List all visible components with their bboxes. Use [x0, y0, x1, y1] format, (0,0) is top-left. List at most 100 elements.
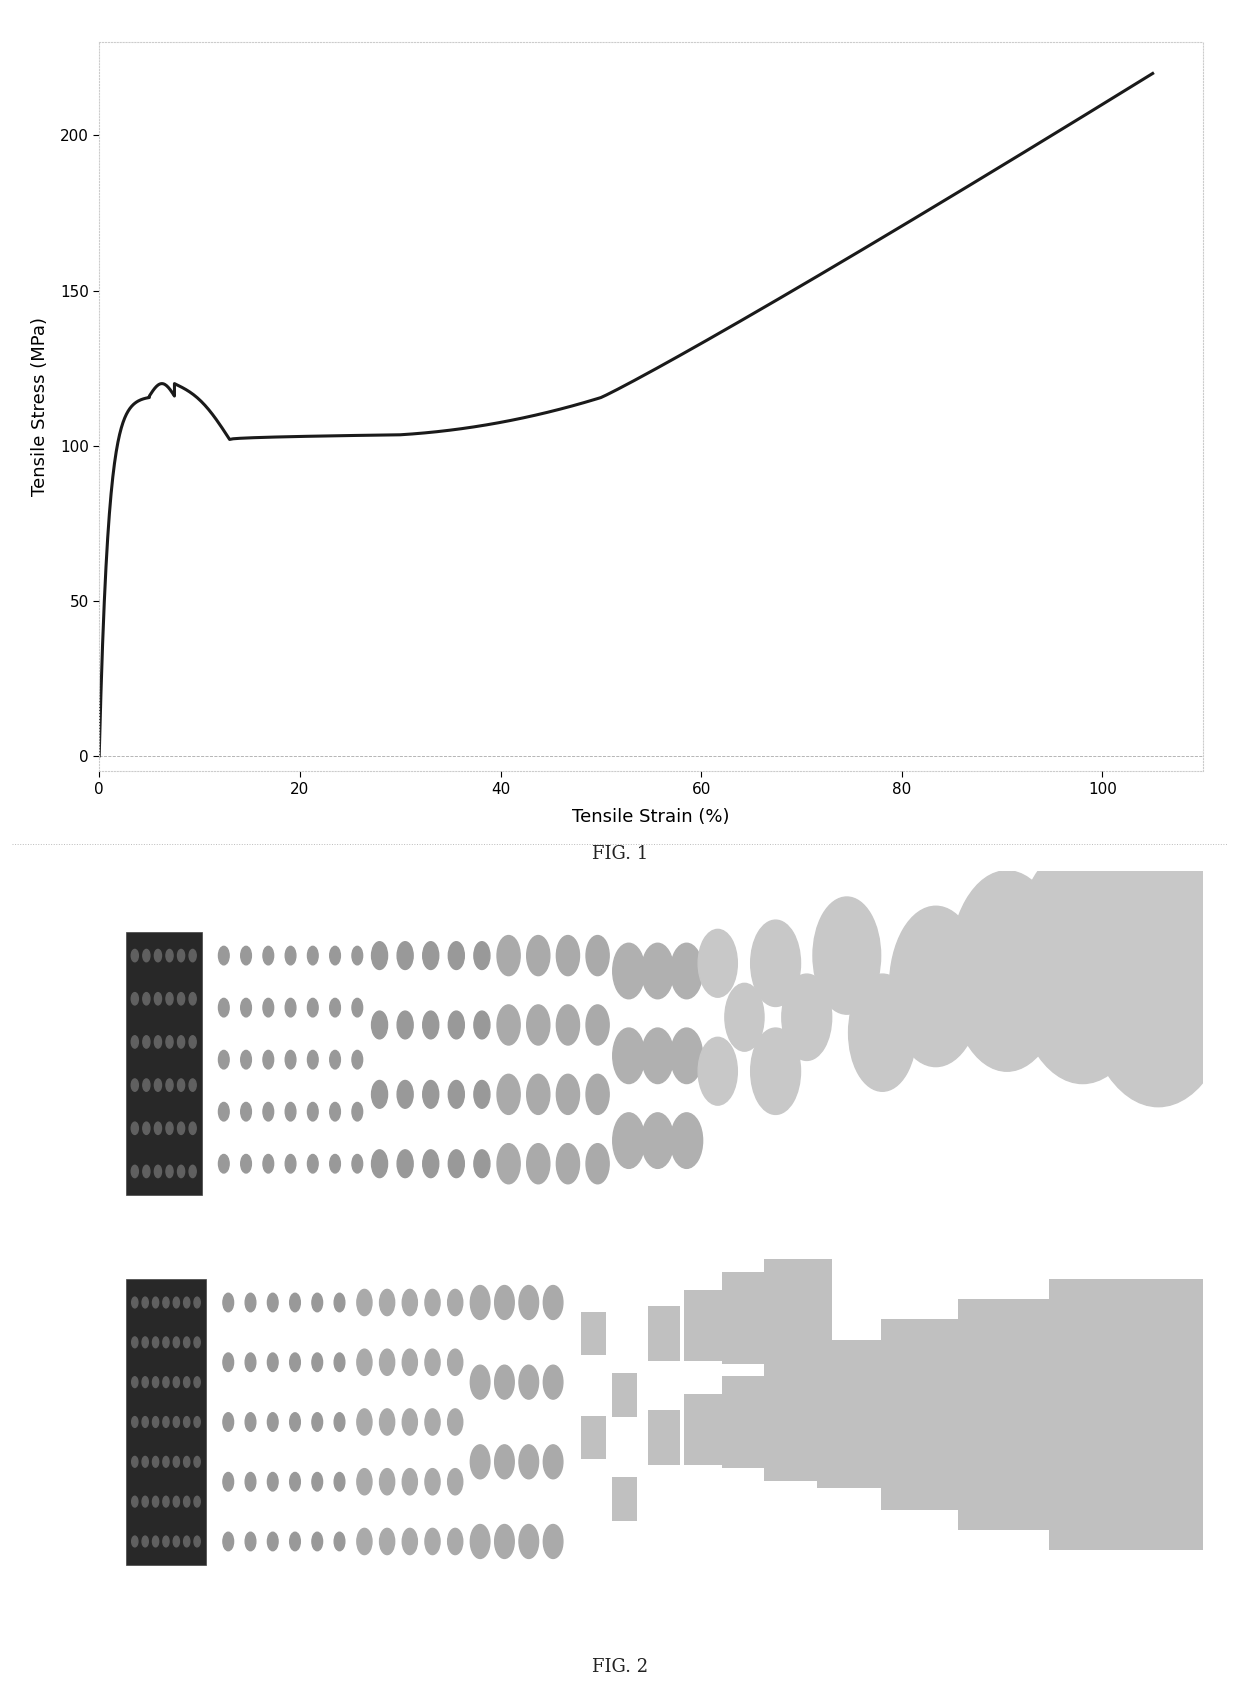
Circle shape — [166, 1122, 174, 1134]
Circle shape — [587, 1075, 609, 1114]
Circle shape — [188, 1078, 196, 1092]
Circle shape — [131, 1165, 139, 1178]
Circle shape — [470, 1365, 490, 1399]
Circle shape — [474, 942, 490, 970]
Circle shape — [223, 1353, 233, 1372]
Circle shape — [223, 1472, 233, 1491]
Circle shape — [352, 998, 362, 1017]
Circle shape — [218, 1051, 229, 1070]
Bar — [722, 1272, 775, 1363]
Circle shape — [166, 949, 174, 961]
Circle shape — [143, 1416, 149, 1428]
Circle shape — [397, 1080, 413, 1109]
Circle shape — [402, 1289, 418, 1316]
Circle shape — [474, 1010, 490, 1039]
Y-axis label: Tensile Stress (MPa): Tensile Stress (MPa) — [31, 318, 48, 496]
Circle shape — [330, 946, 341, 964]
Circle shape — [143, 949, 150, 961]
Text: 10: 10 — [383, 1642, 420, 1671]
Circle shape — [177, 1036, 185, 1048]
Circle shape — [184, 1537, 190, 1547]
Circle shape — [143, 1297, 149, 1307]
Circle shape — [425, 1289, 440, 1316]
Circle shape — [154, 1036, 161, 1048]
Circle shape — [497, 1144, 520, 1184]
Circle shape — [166, 1078, 174, 1092]
Circle shape — [162, 1297, 169, 1307]
Circle shape — [889, 907, 982, 1066]
Circle shape — [423, 1080, 439, 1109]
Circle shape — [154, 949, 161, 961]
Circle shape — [671, 1112, 703, 1168]
Circle shape — [312, 1532, 322, 1550]
Circle shape — [470, 1445, 490, 1479]
Circle shape — [263, 1102, 274, 1121]
Circle shape — [425, 1469, 440, 1494]
Text: 7: 7 — [290, 1642, 309, 1671]
Circle shape — [193, 1416, 200, 1428]
Circle shape — [241, 1102, 252, 1121]
Circle shape — [352, 946, 362, 964]
Circle shape — [379, 1528, 394, 1555]
Circle shape — [184, 1496, 190, 1508]
Circle shape — [449, 1010, 464, 1039]
Circle shape — [193, 1377, 200, 1387]
Circle shape — [153, 1416, 159, 1428]
Circle shape — [474, 1080, 490, 1109]
Text: 3: 3 — [128, 1642, 146, 1671]
Circle shape — [131, 949, 139, 961]
Circle shape — [470, 1285, 490, 1319]
Circle shape — [218, 998, 229, 1017]
Circle shape — [357, 1469, 372, 1494]
Circle shape — [671, 944, 703, 998]
Circle shape — [397, 1010, 413, 1039]
Circle shape — [246, 1353, 255, 1372]
Circle shape — [671, 1027, 703, 1083]
Circle shape — [246, 1472, 255, 1491]
Circle shape — [218, 1155, 229, 1173]
Circle shape — [372, 942, 388, 970]
Circle shape — [162, 1416, 169, 1428]
Circle shape — [263, 1155, 274, 1173]
Circle shape — [188, 949, 196, 961]
Circle shape — [188, 1036, 196, 1048]
Circle shape — [162, 1336, 169, 1348]
Bar — [880, 1319, 991, 1510]
Circle shape — [750, 1027, 801, 1114]
Circle shape — [474, 1150, 490, 1178]
Circle shape — [174, 1416, 180, 1428]
Circle shape — [613, 1112, 645, 1168]
Circle shape — [641, 1112, 673, 1168]
Circle shape — [162, 1496, 169, 1508]
Circle shape — [423, 942, 439, 970]
Circle shape — [557, 1075, 579, 1114]
Circle shape — [613, 944, 645, 998]
Circle shape — [290, 1413, 300, 1431]
Circle shape — [402, 1469, 418, 1494]
Circle shape — [357, 1528, 372, 1555]
Bar — [959, 1299, 1091, 1530]
Circle shape — [241, 998, 252, 1017]
Circle shape — [497, 1075, 520, 1114]
Circle shape — [449, 942, 464, 970]
Bar — [722, 1375, 775, 1469]
Circle shape — [308, 946, 319, 964]
Text: B: B — [124, 1618, 130, 1628]
Circle shape — [268, 1413, 278, 1431]
Circle shape — [241, 1051, 252, 1070]
Circle shape — [154, 993, 161, 1005]
Text: E: E — [124, 1577, 130, 1586]
Text: 60um: 60um — [128, 1581, 151, 1591]
Circle shape — [188, 993, 196, 1005]
Text: 5: 5 — [210, 1642, 228, 1671]
Circle shape — [308, 1051, 319, 1070]
Circle shape — [268, 1532, 278, 1550]
Circle shape — [587, 1144, 609, 1184]
Circle shape — [813, 897, 880, 1014]
Circle shape — [330, 1155, 341, 1173]
Circle shape — [379, 1409, 394, 1435]
Circle shape — [246, 1413, 255, 1431]
Circle shape — [184, 1336, 190, 1348]
Circle shape — [372, 1150, 388, 1178]
Text: 20: 20 — [615, 1642, 651, 1671]
